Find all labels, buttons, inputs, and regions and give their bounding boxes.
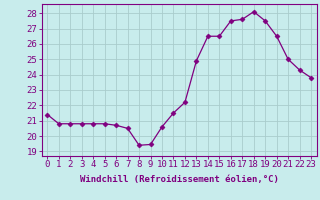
X-axis label: Windchill (Refroidissement éolien,°C): Windchill (Refroidissement éolien,°C) (80, 175, 279, 184)
